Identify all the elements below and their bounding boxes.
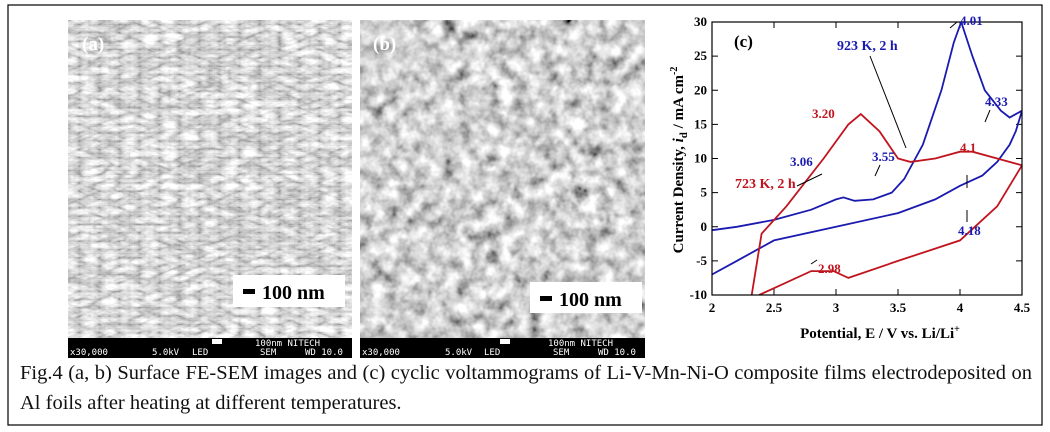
- y-axis-label: Current Density, id / mA cm-2: [669, 67, 690, 254]
- panel-label: (c): [734, 32, 753, 51]
- series-label: 723 K, 2 h: [735, 177, 796, 192]
- y-tick-label: 20: [694, 82, 707, 97]
- info: x30,000: [70, 348, 108, 358]
- peak-label: 4.33: [985, 94, 1008, 109]
- info: SEM: [260, 348, 277, 358]
- series-label: 923 K, 2 h: [837, 39, 898, 54]
- y-tick-label: -5: [696, 253, 707, 268]
- peak-label: 4.1: [960, 140, 976, 155]
- scale-text: 100 nm: [559, 289, 622, 311]
- x-tick-label: 3.5: [890, 300, 907, 315]
- panel-label: (a): [82, 34, 104, 55]
- peak-label: 3.06: [790, 154, 813, 169]
- info: SEM: [553, 348, 570, 358]
- cv-curve: [752, 114, 1022, 295]
- peak-label: 2.98: [818, 261, 841, 276]
- y-tick-label: 25: [694, 48, 708, 63]
- y-tick-label: 5: [701, 185, 708, 200]
- peak-label: 4.18: [958, 223, 981, 238]
- info: WD 10.0: [598, 348, 636, 358]
- y-tick-label: 10: [694, 151, 707, 166]
- info-scale: [500, 339, 510, 344]
- x-tick-label: 4.5: [1014, 300, 1031, 315]
- x-tick-label: 2: [709, 300, 716, 315]
- x-axis-label: Potential, E / V vs. Li/Li+: [800, 324, 960, 342]
- peak-label: 4.01: [960, 13, 983, 28]
- chart: 2 2.5 3 3.5 4 4.5 -10 -5 0 5 10 15 20 25 30: [690, 14, 1031, 315]
- scale-bar: [540, 296, 552, 301]
- figure: (a) 100 nm 100nm NITECH x30,000 5.0kV LE…: [0, 0, 1050, 432]
- scale-bar: [243, 289, 255, 294]
- peak-label: 3.55: [872, 149, 895, 164]
- scale-text: 100 nm: [262, 282, 325, 304]
- panel-label: (b): [373, 34, 396, 55]
- info: x30,000: [362, 348, 400, 358]
- caption: Fig.4 (a, b) Surface FE-SEM images and (…: [20, 358, 1032, 418]
- y-tick-label: 0: [701, 219, 708, 234]
- y-tick-label: -10: [690, 287, 707, 302]
- peak-label: 3.20: [812, 106, 835, 121]
- x-tick-label: 3: [833, 300, 840, 315]
- info: 5.0kV: [445, 348, 473, 358]
- leader: [870, 56, 906, 148]
- x-tick-label: 2.5: [766, 300, 783, 315]
- y-tick-label: 15: [694, 116, 708, 131]
- info: LED: [192, 348, 208, 358]
- y-tick-label: 30: [694, 14, 707, 29]
- info: 5.0kV: [152, 348, 180, 358]
- info: LED: [484, 348, 500, 358]
- info: WD 10.0: [305, 348, 343, 358]
- x-tick-label: 4: [957, 300, 964, 315]
- info-scale: [212, 339, 222, 344]
